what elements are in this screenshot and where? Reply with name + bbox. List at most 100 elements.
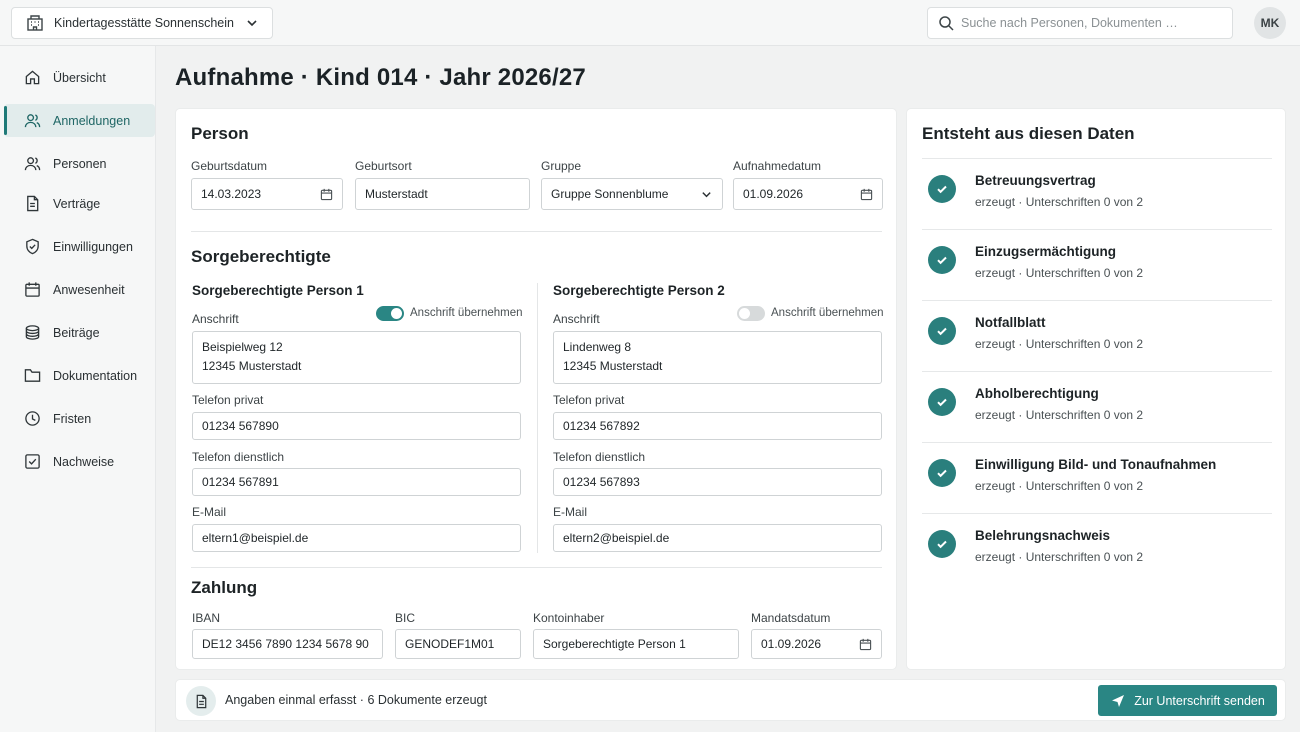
- user-icon: [23, 155, 41, 173]
- sidebar-item-label: Anmeldungen: [53, 113, 131, 128]
- group-select[interactable]: Gruppe Sonnenblume: [541, 178, 723, 210]
- sidebar-item-label: Dokumentation: [53, 368, 138, 383]
- group-value: Gruppe Sonnenblume: [551, 187, 669, 201]
- status-text: erzeugt: [975, 479, 1016, 493]
- person-section-title: Person: [191, 124, 249, 143]
- document-status: erzeugt · Unterschriften 0 von 2: [975, 266, 1144, 280]
- sidebar-item-nachweise[interactable]: Nachweise: [4, 445, 155, 478]
- guardian-1-phone-work-field[interactable]: 01234 567891: [192, 468, 521, 496]
- document-item[interactable]: Belehrungsnachweis erzeugt · Unterschrif…: [922, 513, 1272, 584]
- sidebar-item-fristen[interactable]: Fristen: [4, 402, 155, 435]
- mandate-date-label: Mandatsdatum: [751, 611, 831, 625]
- document-item[interactable]: Abholberechtigung erzeugt · Unterschrift…: [922, 371, 1272, 442]
- check-icon: [928, 246, 956, 274]
- organization-select[interactable]: Kindertagesstätte Sonnenschein: [11, 7, 273, 39]
- document-status: erzeugt · Unterschriften 0 von 2: [975, 479, 1144, 493]
- admission-date-value: 01.09.2026: [743, 187, 804, 201]
- guardian-2-address-toggle[interactable]: [737, 306, 765, 321]
- sidebar-item-label: Einwilligungen: [53, 239, 133, 254]
- birthdate-value: 14.03.2023: [201, 187, 262, 201]
- guardian-1-address-toggle[interactable]: [376, 306, 404, 321]
- address-line-2: 12345 Musterstadt: [202, 359, 302, 373]
- check-icon: [928, 388, 956, 416]
- guardian-1-phone-work-label: Telefon dienstlich: [192, 450, 285, 464]
- sidebar-item-einwilligungen[interactable]: Einwilligungen: [4, 230, 155, 263]
- guardian-2-phone-work-field[interactable]: 01234 567893: [553, 468, 882, 496]
- guardian-2-address-field[interactable]: Lindenweg 8 12345 Musterstadt: [553, 331, 882, 384]
- search-box[interactable]: [927, 7, 1233, 39]
- calendar-icon[interactable]: [318, 186, 334, 202]
- sidebar-item-label: Fristen: [53, 411, 92, 426]
- guardian-2-phone-private-field[interactable]: 01234 567892: [553, 412, 882, 440]
- bic-field[interactable]: GENODEF1M01: [395, 629, 521, 659]
- signature-count: Unterschriften 0 von 2: [1025, 408, 1144, 422]
- document-item[interactable]: Einzugsermächtigung erzeugt · Unterschri…: [922, 229, 1272, 300]
- document-item[interactable]: Betreuungsvertrag erzeugt · Unterschrift…: [922, 158, 1272, 229]
- calendar-icon[interactable]: [857, 636, 873, 652]
- account-holder-field[interactable]: Sorgeberechtigte Person 1: [533, 629, 739, 659]
- guardian-2-email-field[interactable]: eltern2@beispiel.de: [553, 524, 882, 552]
- address-line-1: Lindenweg 8: [563, 340, 632, 354]
- document-name: Abholberechtigung: [975, 386, 1099, 401]
- status-text: erzeugt: [975, 408, 1016, 422]
- sidebar: Übersicht Anmeldungen Personen Verträge …: [0, 46, 156, 732]
- calendar-icon[interactable]: [858, 186, 874, 202]
- sidebar-item-anmeldungen[interactable]: Anmeldungen: [4, 104, 155, 137]
- group-label: Gruppe: [541, 159, 582, 173]
- check-icon: [928, 530, 956, 558]
- status-text: erzeugt: [975, 550, 1016, 564]
- send-for-signature-button[interactable]: Zur Unterschrift senden: [1098, 685, 1277, 716]
- sidebar-item-vertraege[interactable]: Verträge: [4, 187, 155, 220]
- sidebar-item-beitraege[interactable]: Beiträge: [4, 316, 155, 349]
- document-icon: [23, 195, 41, 213]
- phone-work-value: 01234 567891: [202, 475, 279, 489]
- bic-value: GENODEF1M01: [405, 637, 495, 651]
- document-status: erzeugt · Unterschriften 0 von 2: [975, 337, 1144, 351]
- document-status: erzeugt · Unterschriften 0 von 2: [975, 195, 1144, 209]
- guardian-1-phone-private-field[interactable]: 01234 567890: [192, 412, 521, 440]
- search-input[interactable]: [961, 16, 1221, 30]
- document-item[interactable]: Notfallblatt erzeugt · Unterschriften 0 …: [922, 300, 1272, 371]
- guardian-1-title: Sorgeberechtigte Person 1: [192, 283, 364, 298]
- document-name: Notfallblatt: [975, 315, 1046, 330]
- send-button-label: Zur Unterschrift senden: [1134, 693, 1265, 708]
- guardian-1-email-field[interactable]: eltern1@beispiel.de: [192, 524, 521, 552]
- admission-form-card: Person Geburtsdatum 14.03.2023 Geburtsor…: [175, 108, 897, 670]
- document-item[interactable]: Einwilligung Bild- und Tonaufnahmen erze…: [922, 442, 1272, 513]
- sidebar-item-label: Beiträge: [53, 325, 100, 340]
- account-holder-value: Sorgeberechtigte Person 1: [543, 637, 686, 651]
- sidebar-item-label: Nachweise: [53, 454, 115, 469]
- users-icon: [23, 112, 41, 130]
- guardian-2-toggle-label: Anschrift übernehmen: [771, 307, 884, 319]
- birthdate-field[interactable]: 14.03.2023: [191, 178, 343, 210]
- coins-icon: [23, 324, 41, 342]
- sidebar-item-dokumentation[interactable]: Dokumentation: [4, 359, 155, 392]
- document-name: Einzugsermächtigung: [975, 244, 1117, 259]
- guardian-1-address-label: Anschrift: [192, 312, 239, 326]
- document-name: Belehrungsnachweis: [975, 528, 1111, 543]
- birthdate-label: Geburtsdatum: [191, 159, 268, 173]
- document-name: Einwilligung Bild- und Tonaufnahmen: [975, 457, 1217, 472]
- signature-count: Unterschriften 0 von 2: [1025, 266, 1144, 280]
- guardian-2-address-label: Anschrift: [553, 312, 600, 326]
- birthplace-field[interactable]: Musterstadt: [355, 178, 530, 210]
- avatar[interactable]: MK: [1254, 7, 1286, 39]
- signature-count: Unterschriften 0 von 2: [1025, 550, 1144, 564]
- toggle-knob: [391, 308, 402, 319]
- iban-field[interactable]: DE12 3456 7890 1234 5678 90: [192, 629, 383, 659]
- guardian-2-title: Sorgeberechtigte Person 2: [553, 283, 725, 298]
- admission-date-field[interactable]: 01.09.2026: [733, 178, 883, 210]
- toggle-knob: [739, 308, 750, 319]
- sidebar-item-label: Übersicht: [53, 70, 106, 85]
- status-text: erzeugt: [975, 337, 1016, 351]
- guardian-1-address-field[interactable]: Beispielweg 12 12345 Musterstadt: [192, 331, 521, 384]
- mandate-date-field[interactable]: 01.09.2026: [751, 629, 882, 659]
- sidebar-item-anwesenheit[interactable]: Anwesenheit: [4, 273, 155, 306]
- sidebar-item-label: Personen: [53, 156, 107, 171]
- sidebar-item-personen[interactable]: Personen: [4, 147, 155, 180]
- check-icon: [928, 459, 956, 487]
- phone-private-value: 01234 567890: [202, 419, 279, 433]
- birthplace-value: Musterstadt: [365, 187, 428, 201]
- guardian-1-phone-private-label: Telefon privat: [192, 393, 264, 407]
- sidebar-item-uebersicht[interactable]: Übersicht: [4, 61, 155, 94]
